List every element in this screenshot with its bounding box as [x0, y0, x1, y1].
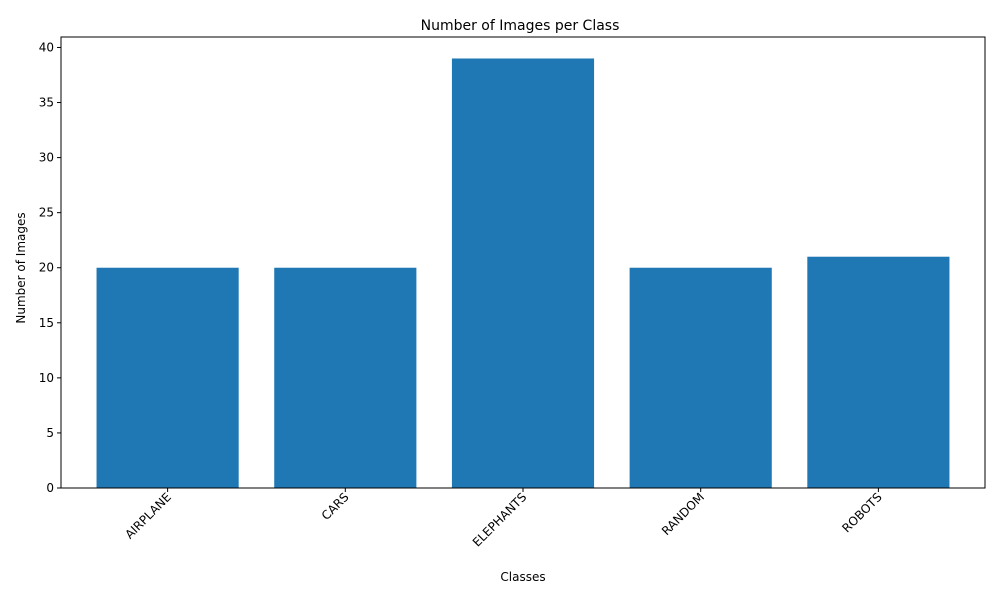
x-tick-label: AIRPLANE [122, 490, 174, 542]
x-tick-label: ROBOTS [839, 490, 884, 535]
x-tick-label: RANDOM [659, 490, 707, 538]
y-tick-label: 35 [39, 96, 54, 110]
x-tick-label: ELEPHANTS [470, 490, 530, 550]
plot-area: 0 5 10 15 20 25 30 35 40 AIRPLANE CARS ELEPHANTS RAN… [39, 36, 986, 550]
chart-title: Number of Images per Class [421, 18, 620, 34]
bar-robots [807, 256, 950, 488]
y-tick-label: 40 [39, 40, 54, 54]
y-tick-label: 10 [39, 371, 54, 385]
bar-elephants [451, 58, 595, 488]
y-tick-label: 0 [46, 481, 54, 495]
x-tick-label: CARS [319, 490, 352, 523]
bar-random [629, 267, 772, 488]
y-axis-label: Number of Images [14, 212, 28, 323]
y-tick-label: 5 [46, 426, 54, 440]
x-axis-label: Classes [500, 570, 545, 584]
plot-frame [60, 36, 986, 489]
y-tick-label: 20 [39, 261, 54, 275]
y-tick-label: 25 [39, 206, 54, 220]
bar-cars [274, 267, 417, 488]
y-tick-label: 30 [39, 151, 54, 165]
bar-airplane [96, 267, 239, 488]
y-tick-label: 15 [39, 316, 54, 330]
